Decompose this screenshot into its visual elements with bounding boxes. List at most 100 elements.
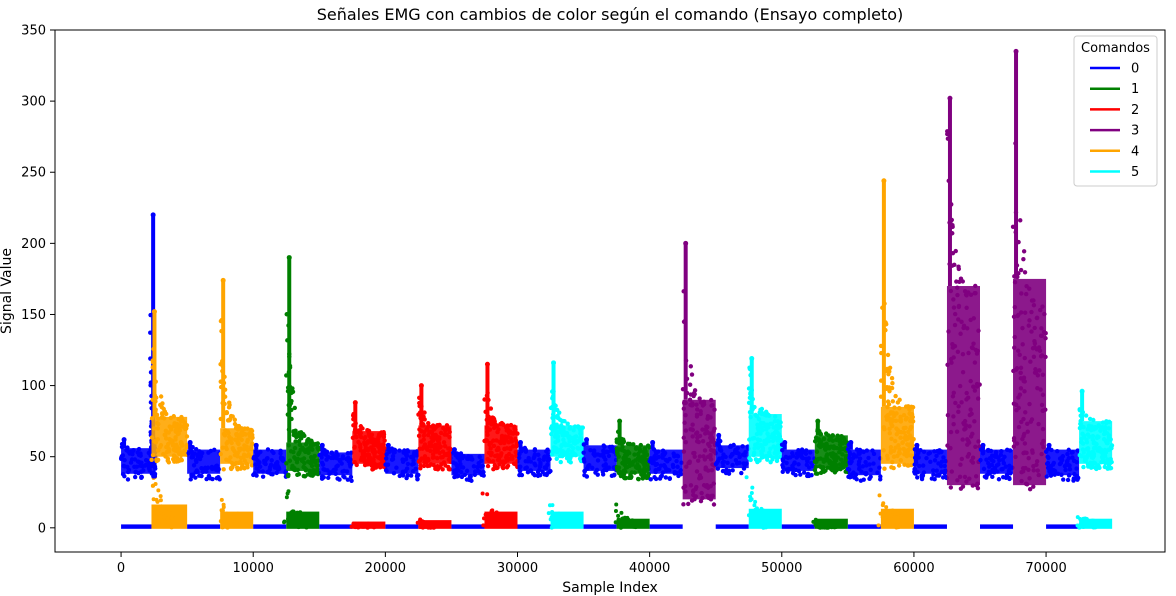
data-point xyxy=(269,458,274,463)
low-point xyxy=(304,512,309,517)
data-point xyxy=(491,420,496,425)
data-point xyxy=(978,457,983,463)
data-point xyxy=(494,447,500,453)
data-point xyxy=(941,455,946,460)
data-point xyxy=(809,472,814,478)
low-point xyxy=(224,514,229,519)
data-point xyxy=(223,445,229,450)
data-point xyxy=(286,472,291,478)
data-point xyxy=(120,472,126,477)
data-point xyxy=(251,472,256,478)
data-point xyxy=(1022,270,1028,275)
data-point xyxy=(365,439,371,444)
data-point xyxy=(305,459,311,464)
data-point xyxy=(672,454,677,459)
data-point xyxy=(397,473,402,479)
data-point xyxy=(903,425,908,431)
data-point xyxy=(700,495,705,501)
data-point xyxy=(909,424,914,430)
data-point xyxy=(175,459,181,464)
data-point xyxy=(150,463,156,469)
data-point xyxy=(335,453,340,458)
data-point xyxy=(755,437,761,442)
data-point xyxy=(440,449,446,454)
data-point xyxy=(1024,283,1029,289)
data-point xyxy=(1017,392,1023,397)
data-point xyxy=(1106,426,1111,431)
series-segment-4-4 xyxy=(218,277,255,472)
data-point xyxy=(955,285,960,290)
data-point xyxy=(1014,441,1020,446)
data-point xyxy=(446,446,451,451)
data-point xyxy=(460,455,465,461)
data-point xyxy=(967,424,972,429)
data-point xyxy=(236,423,242,429)
data-point xyxy=(920,463,926,468)
data-point xyxy=(690,401,695,406)
data-point xyxy=(903,404,909,409)
low-point xyxy=(830,524,835,529)
data-point xyxy=(540,469,545,475)
data-point xyxy=(1019,478,1024,484)
data-point xyxy=(151,470,156,475)
data-point xyxy=(203,465,208,470)
data-point xyxy=(1040,304,1045,309)
data-point xyxy=(421,463,427,469)
data-point xyxy=(943,459,948,464)
data-point xyxy=(581,450,586,455)
data-point xyxy=(780,469,785,475)
data-point xyxy=(938,463,944,469)
data-point xyxy=(373,449,378,455)
data-point xyxy=(1106,433,1112,438)
data-point xyxy=(523,447,528,452)
data-point xyxy=(705,493,710,498)
data-point xyxy=(149,457,154,463)
data-point xyxy=(693,494,699,499)
data-point xyxy=(258,449,263,455)
data-point xyxy=(345,450,351,456)
data-point xyxy=(689,372,695,377)
data-point xyxy=(528,468,533,474)
data-point xyxy=(416,433,422,439)
data-point xyxy=(1011,368,1016,374)
data-point xyxy=(832,465,838,470)
peak-point xyxy=(352,400,358,406)
data-point xyxy=(801,470,807,475)
data-point xyxy=(554,446,559,451)
data-point xyxy=(706,431,712,436)
data-point xyxy=(319,455,324,460)
low-point xyxy=(763,525,768,530)
data-point xyxy=(254,452,260,457)
low-point xyxy=(614,502,619,507)
data-point xyxy=(532,473,537,478)
data-point xyxy=(255,458,260,463)
data-point xyxy=(365,427,370,433)
low-channel-series-0-25 xyxy=(1046,524,1080,529)
data-point xyxy=(333,471,338,477)
data-point xyxy=(307,468,312,473)
peak-point xyxy=(150,212,156,218)
data-point xyxy=(888,445,894,450)
data-point xyxy=(537,457,542,462)
data-point xyxy=(194,468,199,473)
data-point xyxy=(1036,421,1041,427)
data-point xyxy=(785,455,791,461)
data-point xyxy=(1008,448,1013,453)
data-point xyxy=(952,311,958,317)
data-point xyxy=(471,464,477,469)
data-point xyxy=(391,450,396,455)
data-point xyxy=(970,431,975,437)
data-point xyxy=(708,497,714,502)
data-point xyxy=(411,458,416,463)
data-point xyxy=(174,426,179,432)
data-point xyxy=(658,474,664,479)
data-point xyxy=(971,384,976,389)
data-point xyxy=(348,474,354,480)
data-point xyxy=(411,452,417,457)
data-point xyxy=(885,404,890,410)
data-point xyxy=(510,444,516,449)
low-band-mark xyxy=(121,524,152,529)
data-point xyxy=(441,425,446,431)
series-segment-0-11 xyxy=(451,447,486,483)
legend-title: Comandos xyxy=(1081,41,1150,56)
